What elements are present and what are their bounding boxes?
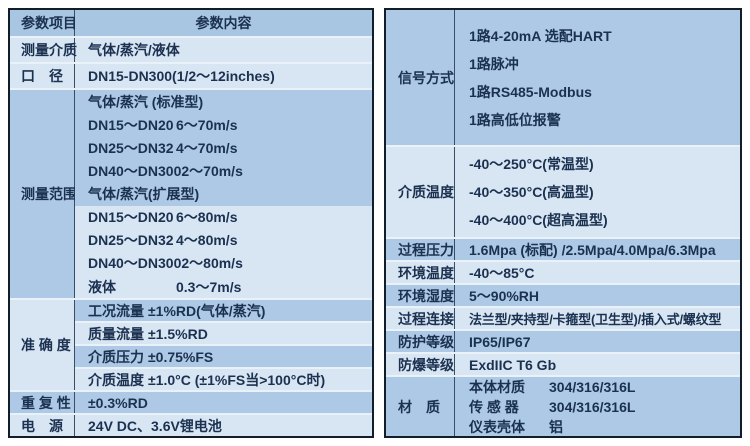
row-ambient-humidity: 环境湿度 5～90%RH: [386, 283, 740, 306]
param-value: 5～90%RH: [469, 287, 540, 304]
range-line: 气体/蒸汽 (标准型): [88, 93, 204, 110]
range-line: DN40～DN300 2～80m/s: [88, 255, 243, 272]
range-line: DN15～DN20 6～80m/s: [88, 209, 238, 226]
accuracy-line: 质量流量 ±1.5%RD: [75, 321, 372, 344]
row-ambient-temperature: 环境温度 -40～85°C: [386, 260, 740, 283]
header-param-item: 参数项目: [10, 10, 77, 36]
param-label: 测量介质: [10, 38, 77, 62]
param-label: 过程压力: [386, 239, 455, 260]
range-line: DN40～DN300 2～70m/s: [88, 163, 243, 180]
row-material: 材 质 本体材质 304/316/316L 传 感 器 304/316/316L…: [386, 375, 740, 436]
param-label: 环境湿度: [386, 285, 455, 306]
material-line: 传 感 器 304/316/316L: [469, 398, 636, 415]
spec-table-left: 参数项目 参数内容 测量介质 气体/蒸汽/液体 口 径 DN15-DN300(1…: [8, 8, 374, 438]
material-line: 本体材质 304/316/316L: [469, 378, 636, 395]
param-label: 环境温度: [386, 262, 455, 283]
row-power: 电 源 24V DC、3.6V锂电池: [10, 413, 372, 436]
material-line: 仪表壳体 铝: [469, 418, 563, 435]
param-value: -40～85°C: [469, 264, 535, 281]
row-process-pressure: 过程压力 1.6Mpa (标配) /2.5Mpa/4.0Mpa/6.3Mpa: [386, 237, 740, 260]
param-value: DN15-DN300(1/2～12inches): [88, 68, 275, 84]
param-label: 测量范围: [10, 90, 77, 298]
range-line: DN25～DN32 4～70m/s: [88, 139, 238, 156]
param-label: 准 确 度: [10, 300, 75, 390]
param-label: 介质温度: [386, 147, 455, 237]
material-lines: 本体材质 304/316/316L 传 感 器 304/316/316L 仪表壳…: [455, 377, 740, 436]
table-header-row: 参数项目 参数内容: [10, 10, 372, 36]
row-accuracy: 准 确 度 工况流量 ±1%RD(气体/蒸汽) 质量流量 ±1.5%RD 介质压…: [10, 298, 372, 390]
param-label: 材 质: [386, 377, 455, 436]
param-value: 气体/蒸汽/液体: [88, 42, 180, 58]
param-label: 口 径: [10, 64, 75, 88]
param-value: ±0.3%RD: [88, 394, 148, 411]
param-label: 防护等级: [386, 331, 455, 352]
param-label: 防爆等级: [386, 354, 455, 375]
range-standard-group: 气体/蒸汽 (标准型) DN15～DN20 6～70m/s DN25～DN32 …: [75, 90, 372, 206]
medium-temp-lines: -40～250°C(常温型) -40～350°C(高温型) -40～400°C(…: [469, 156, 608, 228]
header-param-content: 参数内容: [195, 15, 252, 31]
row-medium-temperature: 介质温度 -40～250°C(常温型) -40～350°C(高温型) -40～4…: [386, 145, 740, 237]
range-line: 液体 0.3～7m/s: [88, 278, 242, 295]
row-signal-mode: 信号方式 1路4-20mA 选配HART 1路脉冲 1路RS485-Modbus…: [386, 10, 740, 145]
row-measuring-range: 测量范围 气体/蒸汽 (标准型) DN15～DN20 6～70m/s DN25～…: [10, 88, 372, 298]
signal-lines: 1路4-20mA 选配HART 1路脉冲 1路RS485-Modbus 1路高低…: [469, 27, 612, 128]
row-process-connection: 过程连接 法兰型/夹持型/卡箍型(卫生型)/插入式/螺纹型: [386, 306, 740, 329]
spec-table-right: 信号方式 1路4-20mA 选配HART 1路脉冲 1路RS485-Modbus…: [384, 8, 742, 438]
range-extended-group: DN15～DN20 6～80m/s DN25～DN32 4～80m/s DN40…: [75, 205, 372, 298]
param-value: 1.6Mpa (标配) /2.5Mpa/4.0Mpa/6.3Mpa: [469, 241, 716, 258]
param-label: 重 复 性: [10, 392, 75, 413]
accuracy-line: 工况流量 ±1%RD(气体/蒸汽): [75, 300, 372, 321]
row-protection-rating: 防护等级 IP65/IP67: [386, 329, 740, 352]
param-value: ExdIIC T6 Gb: [469, 356, 557, 373]
range-line: DN25～DN32 4～80m/s: [88, 232, 238, 249]
param-label: 电 源: [10, 415, 75, 436]
row-explosion-proof-rating: 防爆等级 ExdIIC T6 Gb: [386, 352, 740, 375]
row-diameter: 口 径 DN15-DN300(1/2～12inches): [10, 62, 372, 88]
accuracy-line: 介质压力 ±0.75%FS: [75, 344, 372, 367]
row-measuring-medium: 测量介质 气体/蒸汽/液体: [10, 36, 372, 62]
range-line: DN15～DN20 6～70m/s: [88, 116, 238, 133]
param-label: 信号方式: [386, 10, 455, 145]
param-value: 24V DC、3.6V锂电池: [88, 417, 222, 434]
param-value: IP65/IP67: [469, 333, 531, 350]
param-value: 法兰型/夹持型/卡箍型(卫生型)/插入式/螺纹型: [469, 312, 722, 327]
accuracy-line: 介质温度 ±1.0°C (±1%FS当>100°C时): [75, 367, 372, 390]
accuracy-content: 工况流量 ±1%RD(气体/蒸汽) 质量流量 ±1.5%RD 介质压力 ±0.7…: [75, 300, 372, 390]
param-label: 过程连接: [386, 308, 455, 329]
range-content: 气体/蒸汽 (标准型) DN15～DN20 6～70m/s DN25～DN32 …: [75, 90, 372, 298]
range-line: 气体/蒸汽(扩展型): [88, 186, 200, 203]
row-repeatability: 重 复 性 ±0.3%RD: [10, 390, 372, 413]
